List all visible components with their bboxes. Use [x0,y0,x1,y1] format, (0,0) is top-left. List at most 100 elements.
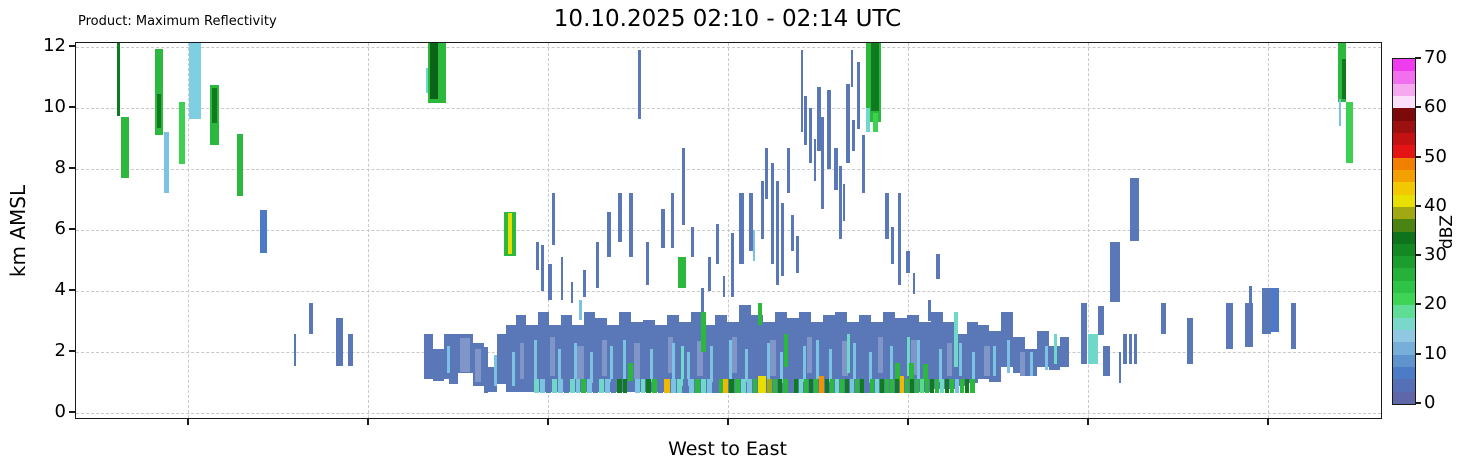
reflectivity-bar [787,147,790,194]
gridline-vertical [1088,43,1089,418]
gridline-vertical [368,43,369,418]
reflectivity-bar [212,88,217,124]
colorbar-band [1393,267,1415,281]
reflectivity-bar [646,379,651,394]
reflectivity-bar [497,333,506,384]
reflectivity-bar [1001,312,1013,368]
reflectivity-bar [475,348,481,383]
reflectivity-bar [561,257,563,301]
reflectivity-bar [729,339,732,380]
reflectivity-bar [574,342,577,380]
reflectivity-bar [972,352,975,380]
reflectivity-bar [671,379,676,394]
reflectivity-bar [494,355,497,386]
reflectivity-bar [936,254,940,279]
reflectivity-bar [668,336,673,374]
colorbar-tick-mark [1415,352,1421,355]
colorbar-tick-mark [1415,254,1421,257]
reflectivity-bar [506,324,516,392]
reflectivity-bar [548,263,552,301]
reflectivity-bar [558,379,563,394]
reflectivity-bar [809,108,812,163]
reflectivity-bar [865,379,869,394]
reflectivity-bar [460,338,470,372]
reflectivity-bar [538,312,549,392]
reflectivity-bar [751,315,763,394]
reflectivity-bar [260,210,267,253]
colorbar-band [1393,317,1415,331]
reflectivity-bar [843,184,845,221]
reflectivity-bar [1271,287,1279,333]
reflectivity-bar [701,379,706,394]
reflectivity-bar [1007,339,1010,374]
reflectivity-bar [923,364,928,381]
reflectivity-bar [664,379,670,394]
reflectivity-bar [970,379,975,394]
y-tick-mark [69,228,76,230]
gridline-vertical [1268,43,1269,418]
reflectivity-bar [959,342,962,377]
reflectivity-bar [731,233,734,298]
reflectivity-bar [1110,242,1120,302]
reflectivity-bar [719,379,723,394]
colorbar-tick-label: 20 [1424,293,1447,315]
reflectivity-bar [816,339,819,380]
colorbar-tick-label: 70 [1424,47,1447,68]
reflectivity-bar [875,379,879,394]
reflectivity-bar [447,345,450,374]
colorbar-band [1393,255,1415,269]
reflectivity-bar [880,379,884,394]
reflectivity-bar [157,94,161,128]
y-tick-label: 0 [54,401,66,422]
x-tick-mark [547,419,549,425]
reflectivity-bar [571,281,573,304]
reflectivity-bar [1226,303,1233,349]
reflectivity-bar [804,95,807,145]
reflectivity-bar [652,379,657,394]
reflectivity-bar [829,348,832,383]
reflectivity-bar [796,236,799,273]
colorbar-band [1393,83,1415,96]
colorbar-band [1393,95,1415,109]
reflectivity-bar [947,342,952,377]
reflectivity-bar [873,112,878,133]
reflectivity-bar [955,379,959,394]
reflectivity-bar [512,352,515,386]
reflectivity-bar [701,287,704,313]
colorbar-band [1393,218,1415,232]
reflectivity-bar [910,379,914,394]
reflectivity-bar [424,333,433,380]
reflectivity-bar [835,379,839,394]
reflectivity-bar [900,376,904,394]
colorbar-band [1393,70,1415,84]
reflectivity-bar [965,379,969,394]
reflectivity-bar [682,147,685,226]
reflectivity-bar [753,230,755,261]
reflectivity-bar [605,379,610,394]
reflectivity-bar [237,133,243,197]
reflectivity-bar [520,342,524,380]
colorbar-tick-label: 30 [1424,244,1447,266]
reflectivity-bar [672,342,675,380]
reflectivity-bar [913,272,915,295]
reflectivity-bar [564,379,569,394]
reflectivity-bar [761,181,764,240]
reflectivity-bar [885,193,889,240]
reflectivity-bar [164,132,169,194]
reflectivity-bar [753,379,757,394]
reflectivity-bar [891,226,894,264]
reflectivity-bar [646,242,649,285]
colorbar-band [1393,206,1415,220]
reflectivity-bar [583,269,586,298]
reflectivity-bar [1098,306,1104,336]
x-tick-mark [907,419,909,425]
reflectivity-bar [950,379,954,394]
reflectivity-bar [745,348,748,383]
reflectivity-bar [671,193,674,249]
gridline-vertical [908,43,909,418]
reflectivity-bar [1060,336,1069,368]
reflectivity-bar [739,193,744,264]
colorbar-tick-mark [1415,57,1421,59]
reflectivity-bar [895,362,900,381]
reflectivity-bar [536,242,539,270]
